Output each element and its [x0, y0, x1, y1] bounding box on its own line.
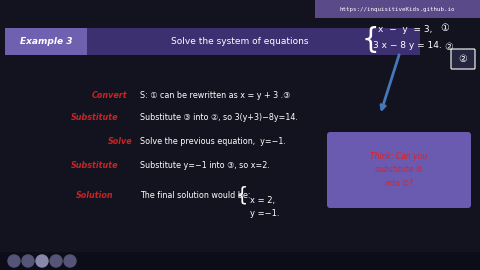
- Text: {: {: [236, 185, 248, 204]
- FancyBboxPatch shape: [0, 252, 480, 270]
- Text: Think: Can you
substitute ③
into ①?: Think: Can you substitute ③ into ①?: [371, 151, 428, 188]
- Circle shape: [36, 255, 48, 267]
- Text: https://inquisitiveKids.github.io: https://inquisitiveKids.github.io: [339, 6, 455, 12]
- Text: Solve the previous equation,  y=−1.: Solve the previous equation, y=−1.: [140, 137, 286, 147]
- Text: Solution: Solution: [76, 191, 114, 200]
- Circle shape: [64, 255, 76, 267]
- Text: x  −  y  = 3,: x − y = 3,: [378, 25, 432, 33]
- FancyBboxPatch shape: [451, 49, 475, 69]
- Circle shape: [8, 255, 20, 267]
- Text: ②: ②: [444, 42, 454, 52]
- Text: The final solution would be:: The final solution would be:: [140, 191, 251, 200]
- Text: Substitute: Substitute: [71, 160, 119, 170]
- Text: Solve the system of equations: Solve the system of equations: [171, 37, 309, 46]
- Text: Substitute: Substitute: [71, 113, 119, 123]
- Text: {: {: [361, 26, 379, 54]
- Text: Example 3: Example 3: [20, 37, 72, 46]
- Circle shape: [22, 255, 34, 267]
- FancyBboxPatch shape: [5, 28, 87, 55]
- Text: ②: ②: [458, 54, 468, 64]
- Text: x = 2,: x = 2,: [250, 197, 275, 205]
- Text: Substitute ③ into ②, so 3(y+3)−8y=14.: Substitute ③ into ②, so 3(y+3)−8y=14.: [140, 113, 298, 123]
- FancyBboxPatch shape: [5, 28, 420, 55]
- Text: ①: ①: [441, 23, 449, 33]
- Text: Substitute y=−1 into ③, so x=2.: Substitute y=−1 into ③, so x=2.: [140, 160, 270, 170]
- FancyBboxPatch shape: [327, 132, 471, 208]
- Text: S: ① can be rewritten as x = y + 3 .③: S: ① can be rewritten as x = y + 3 .③: [140, 90, 290, 100]
- Circle shape: [50, 255, 62, 267]
- Text: 3 x − 8 y = 14.: 3 x − 8 y = 14.: [373, 42, 442, 50]
- Text: Convert: Convert: [92, 90, 128, 100]
- Text: y =−1.: y =−1.: [250, 210, 279, 218]
- Text: Solve: Solve: [108, 137, 132, 147]
- FancyBboxPatch shape: [315, 0, 480, 18]
- FancyArrowPatch shape: [381, 55, 399, 109]
